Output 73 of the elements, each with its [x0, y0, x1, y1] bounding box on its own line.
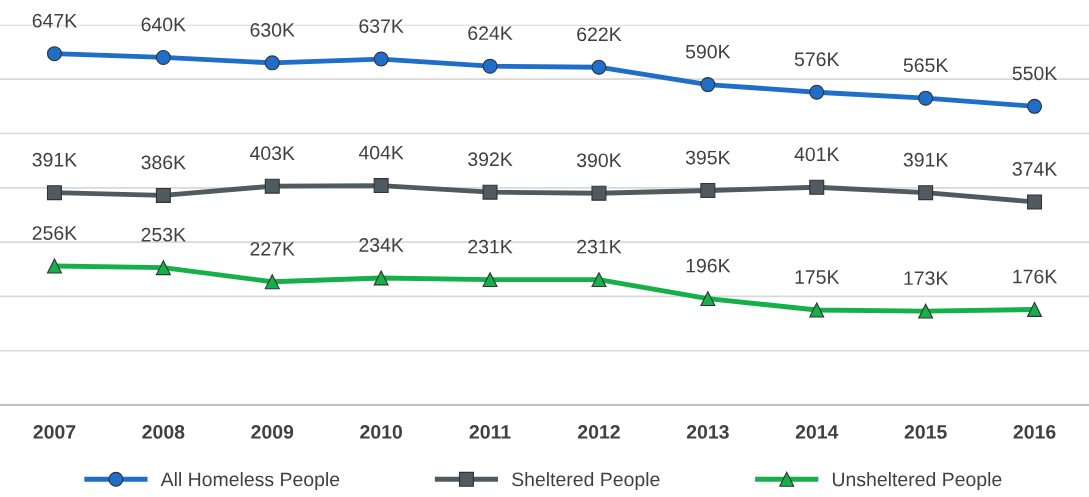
data-label: 637K: [359, 19, 404, 33]
data-label: 647K: [32, 13, 77, 28]
point: [155, 49, 171, 65]
data-label: 234K: [359, 238, 404, 252]
point: [1027, 194, 1043, 210]
x-tick-label: 2012: [578, 425, 620, 439]
data-label: 576K: [794, 52, 840, 67]
x-tick-label: 2015: [904, 425, 947, 439]
point: [591, 185, 607, 201]
data-label: 173K: [904, 271, 949, 286]
point: [918, 185, 934, 201]
x-tick-label: 2010: [360, 425, 402, 439]
data-label: 404K: [358, 145, 404, 160]
data-label: 253K: [141, 227, 186, 242]
data-label: 196K: [686, 258, 731, 273]
data-label: 227K: [250, 241, 295, 256]
x-tick-label: 2013: [686, 425, 729, 439]
point: [809, 302, 825, 318]
point: [373, 178, 389, 194]
legend-label: Unsheltered People: [832, 471, 1002, 491]
point: [46, 258, 62, 274]
legend-label: All Homeless People: [160, 471, 340, 491]
data-label: 256K: [32, 226, 77, 240]
data-label: 391K: [903, 152, 949, 167]
point: [700, 183, 716, 199]
point: [373, 270, 389, 286]
point: [264, 274, 280, 290]
x-tick-label: 2014: [795, 425, 839, 439]
point: [1027, 301, 1043, 317]
point: [482, 184, 498, 200]
data-label: 392K: [468, 152, 513, 167]
point: [264, 178, 280, 194]
point: [46, 185, 62, 201]
point: [264, 55, 280, 71]
data-label: 231K: [468, 239, 513, 254]
point: [46, 46, 62, 62]
point: [1027, 98, 1043, 114]
point: [591, 59, 607, 75]
data-label: 395K: [685, 150, 731, 165]
x-tick-label: 2008: [142, 425, 185, 439]
data-label: 590K: [685, 44, 731, 59]
x-tick-label: 2011: [469, 425, 511, 439]
data-label: 624K: [468, 26, 513, 41]
data-label: 374K: [1012, 162, 1058, 176]
data-label: 640K: [141, 17, 186, 32]
point: [918, 90, 934, 106]
data-label: 622K: [577, 27, 622, 42]
point: [591, 272, 607, 288]
point: [918, 303, 934, 319]
point: [373, 51, 389, 67]
point: [155, 187, 171, 203]
data-label: 390K: [576, 153, 622, 168]
data-label: 403K: [249, 146, 295, 161]
point: [700, 291, 716, 307]
data-label: 391K: [32, 152, 77, 167]
data-label: 175K: [795, 270, 840, 284]
point: [482, 272, 498, 288]
point: [809, 84, 825, 100]
x-tick-label: 2007: [33, 425, 76, 439]
data-label: 550K: [1012, 66, 1058, 81]
point: [809, 179, 825, 195]
data-label: 386K: [141, 155, 186, 170]
data-label: 401K: [794, 147, 840, 162]
point: [155, 260, 171, 276]
x-tick-label: 2016: [1013, 425, 1056, 439]
legend-label: Sheltered People: [512, 471, 660, 491]
x-tick-label: 2009: [251, 425, 294, 439]
point: [482, 58, 498, 74]
point: [700, 77, 716, 93]
data-label: 630K: [250, 23, 295, 37]
data-label: 176K: [1013, 269, 1058, 284]
data-label: 231K: [577, 239, 622, 254]
data-label: 565K: [903, 58, 949, 73]
